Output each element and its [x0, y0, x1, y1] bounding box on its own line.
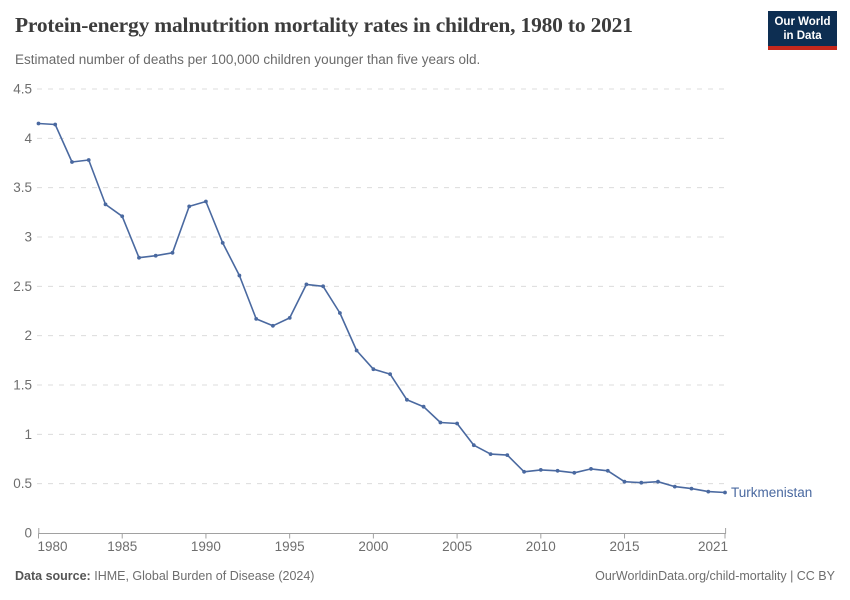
owid-logo[interactable]: Our World in Data [768, 11, 837, 50]
x-tick-label: 1990 [191, 539, 221, 554]
y-tick-label: 1 [24, 427, 32, 442]
data-point[interactable] [321, 284, 325, 289]
data-point[interactable] [455, 421, 459, 426]
owid-logo-line2: in Data [783, 30, 822, 42]
data-point[interactable] [237, 273, 242, 278]
x-tick-label: 1980 [38, 539, 68, 554]
y-tick-label: 3 [24, 230, 32, 245]
data-point[interactable] [220, 241, 225, 245]
data-point[interactable] [170, 250, 175, 255]
data-point[interactable] [405, 397, 409, 402]
data-source-text: IHME, Global Burden of Disease (2024) [94, 569, 315, 583]
owid-logo-text: Our World in Data [768, 11, 837, 46]
data-point[interactable] [639, 480, 644, 485]
chart-title: Protein-energy malnutrition mortality ra… [15, 13, 633, 37]
data-point[interactable] [137, 255, 141, 260]
y-tick-label: 3.5 [13, 180, 32, 195]
data-point[interactable] [103, 202, 108, 207]
data-point[interactable] [187, 204, 192, 209]
x-tick-label: 2021 [698, 539, 728, 554]
data-point[interactable] [388, 372, 392, 376]
data-point[interactable] [471, 443, 476, 448]
data-point[interactable] [572, 470, 577, 475]
data-point[interactable] [505, 453, 510, 457]
data-point[interactable] [153, 253, 158, 258]
data-point[interactable] [522, 469, 526, 474]
series-line[interactable] [37, 122, 726, 494]
y-tick-label: 0.5 [13, 476, 32, 491]
data-point[interactable] [36, 121, 41, 126]
data-point[interactable] [271, 323, 275, 328]
data-point[interactable] [70, 160, 74, 164]
data-point[interactable] [672, 484, 677, 489]
data-point[interactable] [354, 348, 359, 353]
x-tick-label: 2010 [526, 539, 556, 554]
data-point[interactable] [706, 489, 711, 494]
data-point[interactable] [338, 311, 342, 315]
x-tick-label: 2005 [442, 539, 472, 554]
data-point[interactable] [689, 486, 694, 491]
data-point[interactable] [53, 122, 58, 127]
owid-logo-line1: Our World [774, 16, 831, 28]
data-point[interactable] [438, 420, 443, 425]
y-tick-label: 0 [24, 526, 32, 541]
data-point[interactable] [421, 404, 426, 409]
y-tick-label: 1.5 [13, 378, 32, 393]
data-point[interactable] [656, 479, 660, 484]
y-tick-label: 2.5 [13, 279, 32, 294]
data-point[interactable] [120, 214, 125, 219]
chart-footer: Data source: IHME, Global Burden of Dise… [15, 569, 835, 583]
chart-subtitle: Estimated number of deaths per 100,000 c… [15, 52, 481, 67]
data-point[interactable] [254, 317, 259, 321]
x-tick-label: 1985 [107, 539, 137, 554]
x-tick-label: 1995 [275, 539, 305, 554]
data-source-label: Data source: [15, 569, 91, 583]
y-tick-label: 4.5 [13, 82, 32, 97]
data-point[interactable] [204, 199, 208, 204]
y-tick-label: 2 [24, 328, 32, 343]
owid-logo-stripe [768, 46, 837, 50]
data-point[interactable] [538, 468, 543, 472]
data-point[interactable] [304, 282, 309, 287]
data-point[interactable] [86, 158, 91, 162]
data-point[interactable] [371, 367, 376, 372]
data-point[interactable] [723, 490, 727, 495]
data-point[interactable] [605, 468, 610, 473]
x-tick-label: 2015 [610, 539, 640, 554]
x-tick-label: 2000 [358, 539, 388, 554]
series-label-turkmenistan[interactable]: Turkmenistan [731, 485, 813, 500]
data-point[interactable] [488, 452, 493, 456]
data-point[interactable] [287, 316, 292, 320]
y-tick-label: 4 [24, 131, 32, 146]
license-note[interactable]: OurWorldinData.org/child-mortality | CC … [595, 569, 835, 583]
data-point[interactable] [555, 468, 560, 473]
data-point[interactable] [589, 467, 593, 471]
data-source-note: Data source: IHME, Global Burden of Dise… [15, 569, 314, 583]
data-point[interactable] [622, 479, 627, 484]
